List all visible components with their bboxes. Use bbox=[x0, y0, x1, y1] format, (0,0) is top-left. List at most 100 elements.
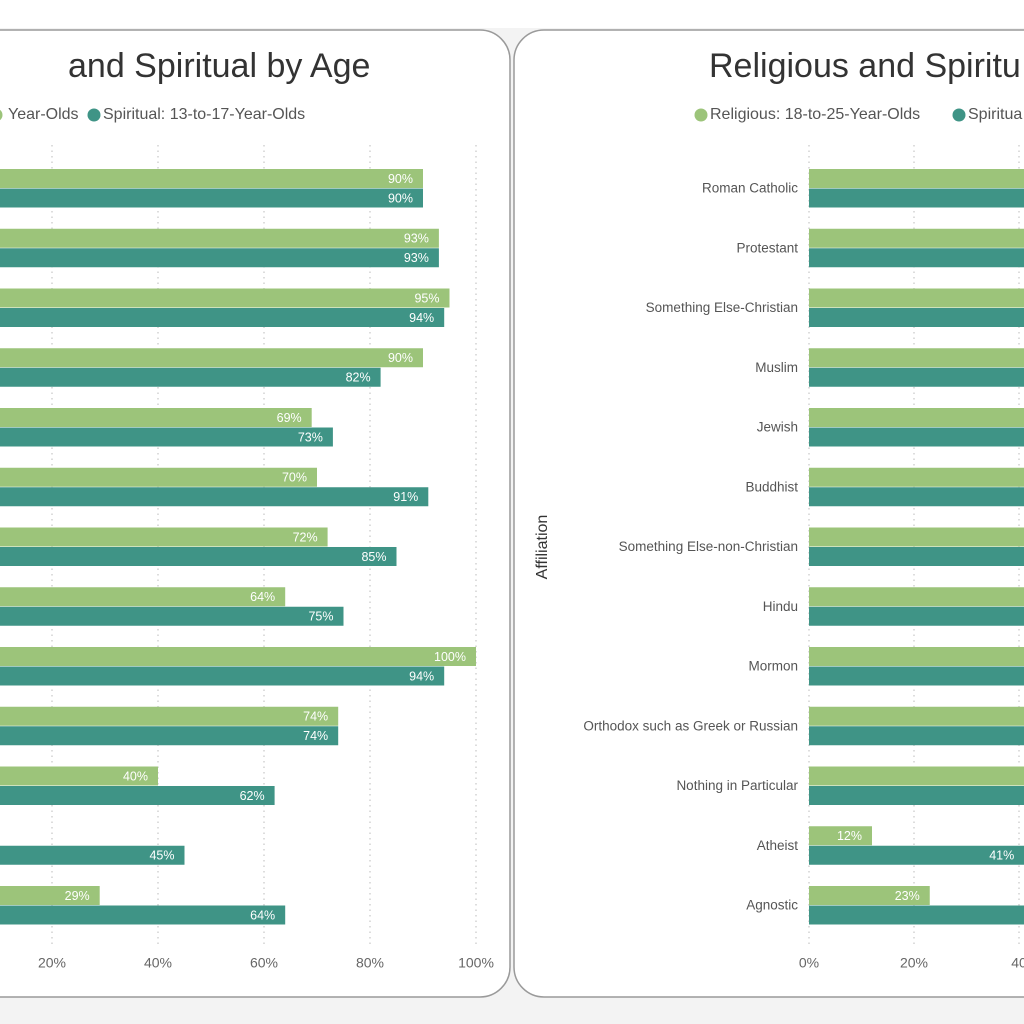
y-tick-label: Jewish bbox=[757, 420, 798, 435]
bar bbox=[809, 766, 1024, 786]
data-label: 64% bbox=[250, 590, 275, 604]
bar bbox=[809, 547, 1024, 566]
data-label: 90% bbox=[388, 172, 413, 186]
bar bbox=[0, 408, 312, 427]
bar bbox=[0, 527, 328, 547]
y-tick-label: Mormon bbox=[748, 659, 798, 674]
data-label: 93% bbox=[404, 251, 429, 265]
data-label: 62% bbox=[240, 789, 265, 803]
y-axis-label: Affiliation bbox=[534, 515, 551, 580]
legend-label: Spiritual: 13-to-17-Year-Olds bbox=[103, 106, 305, 123]
bar bbox=[809, 647, 1024, 666]
x-tick-label: 60% bbox=[250, 955, 278, 971]
bar bbox=[809, 427, 1024, 447]
bar bbox=[809, 587, 1024, 607]
bar bbox=[809, 726, 1024, 746]
bar bbox=[0, 367, 381, 387]
x-tick-label: 0% bbox=[799, 955, 819, 971]
bar bbox=[809, 288, 1024, 308]
data-label: 82% bbox=[346, 371, 371, 385]
data-label: 90% bbox=[388, 351, 413, 365]
bar bbox=[809, 706, 1024, 726]
bar bbox=[809, 886, 930, 905]
bar bbox=[0, 845, 185, 865]
bar bbox=[0, 647, 476, 666]
chart-title: Religious and Spiritu bbox=[709, 47, 1021, 85]
data-label: 12% bbox=[837, 829, 862, 843]
bar bbox=[809, 348, 1024, 368]
data-label: 64% bbox=[250, 908, 275, 922]
data-label: 90% bbox=[388, 191, 413, 205]
y-tick-label: Hindu bbox=[763, 599, 798, 614]
legend-swatch bbox=[694, 108, 708, 122]
data-label: 91% bbox=[393, 490, 418, 504]
bar bbox=[0, 487, 429, 507]
bar bbox=[0, 666, 445, 686]
bar bbox=[0, 228, 439, 248]
bar bbox=[809, 487, 1024, 507]
data-label: 70% bbox=[282, 471, 307, 485]
data-label: 95% bbox=[414, 291, 439, 305]
bar bbox=[809, 308, 1024, 327]
data-label: 94% bbox=[409, 669, 434, 683]
legend-swatch bbox=[87, 108, 101, 122]
data-label: 72% bbox=[293, 530, 318, 544]
legend-swatch bbox=[0, 109, 3, 121]
bar bbox=[0, 905, 286, 925]
bar bbox=[809, 169, 1024, 188]
x-tick-label: 20% bbox=[38, 955, 66, 971]
data-label: 73% bbox=[298, 430, 323, 444]
y-tick-label: Protestant bbox=[736, 240, 798, 255]
data-label: 85% bbox=[361, 550, 386, 564]
legend-swatch bbox=[952, 108, 966, 122]
legend-label: Year-Olds bbox=[8, 106, 79, 123]
bar bbox=[0, 169, 423, 188]
bar bbox=[809, 666, 1024, 686]
data-label: 40% bbox=[123, 769, 148, 783]
bar bbox=[0, 587, 286, 607]
bar bbox=[0, 786, 275, 805]
x-tick-label: 40 bbox=[1011, 955, 1024, 971]
y-tick-label: Buddhist bbox=[745, 479, 798, 494]
y-tick-label: Something Else-Christian bbox=[646, 300, 798, 315]
bar bbox=[0, 726, 339, 746]
bar bbox=[0, 766, 158, 786]
bar bbox=[0, 308, 445, 327]
data-label: 94% bbox=[409, 311, 434, 325]
data-label: 74% bbox=[303, 729, 328, 743]
data-label: 69% bbox=[277, 411, 302, 425]
bar bbox=[0, 886, 100, 905]
bar bbox=[809, 408, 1024, 427]
data-label: 29% bbox=[65, 889, 90, 903]
bar bbox=[809, 188, 1024, 208]
y-tick-label: Roman Catholic bbox=[702, 181, 798, 196]
bar bbox=[809, 248, 1024, 268]
bar bbox=[0, 706, 339, 726]
data-label: 23% bbox=[895, 889, 920, 903]
left-card bbox=[0, 29, 511, 998]
x-tick-label: 40% bbox=[144, 955, 172, 971]
bar bbox=[0, 348, 423, 368]
bar bbox=[809, 228, 1024, 248]
bar bbox=[0, 288, 450, 308]
legend-label: Religious: 18-to-25-Year-Olds bbox=[710, 106, 920, 123]
bar bbox=[809, 606, 1024, 626]
data-label: 93% bbox=[404, 232, 429, 246]
data-label: 45% bbox=[149, 849, 174, 863]
data-label: 75% bbox=[308, 610, 333, 624]
x-tick-label: 80% bbox=[356, 955, 384, 971]
data-label: 100% bbox=[434, 650, 466, 664]
bar bbox=[0, 606, 344, 626]
y-tick-label: Nothing in Particular bbox=[676, 778, 798, 793]
top-strip bbox=[0, 0, 1024, 28]
bar bbox=[809, 367, 1024, 387]
x-tick-label: 100% bbox=[458, 955, 494, 971]
bar bbox=[809, 826, 872, 846]
y-tick-label: Agnostic bbox=[746, 898, 798, 913]
bar bbox=[809, 786, 1024, 805]
bar bbox=[0, 467, 317, 487]
x-tick-label: 20% bbox=[900, 955, 928, 971]
bar bbox=[809, 527, 1024, 547]
